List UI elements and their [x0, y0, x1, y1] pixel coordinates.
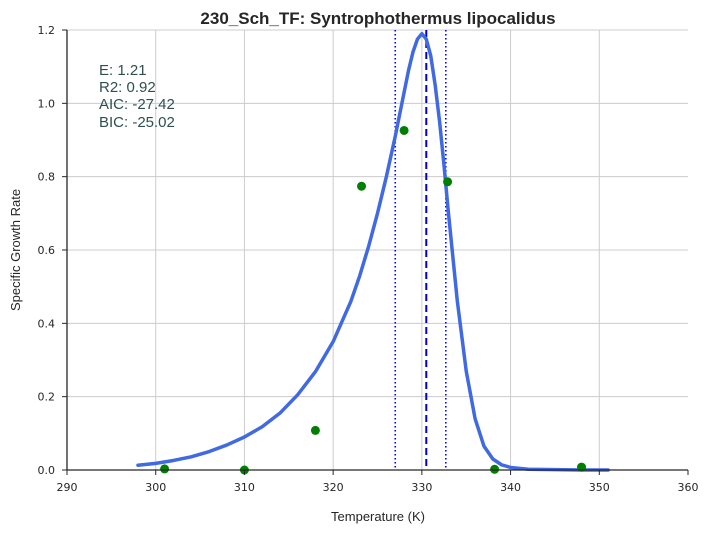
- observed-points: [160, 125, 587, 475]
- data-point: [310, 425, 320, 435]
- data-point: [399, 125, 409, 135]
- data-point: [577, 462, 587, 472]
- data-point: [443, 177, 453, 187]
- x-tick-label: 340: [500, 481, 521, 494]
- y-axis-label: Specific Growth Rate: [8, 189, 23, 311]
- x-tick-labels: 290 300 310 320 330 340 350 360: [57, 481, 699, 494]
- axes: [62, 29, 689, 475]
- y-tick-label: 0.8: [38, 171, 56, 184]
- x-tick-label: 290: [57, 481, 78, 494]
- data-point: [490, 464, 500, 474]
- annotation-e: E: 1.21: [99, 62, 147, 79]
- chart-title: 230_Sch_TF: Syntrophothermus lipocalidus: [200, 9, 555, 28]
- x-axis-label: Temperature (K): [331, 509, 425, 524]
- annotation-bic: BIC: -25.02: [99, 114, 175, 131]
- y-tick-label: 0.4: [38, 317, 56, 330]
- x-tick-label: 310: [234, 481, 255, 494]
- grid-lines: [67, 29, 688, 470]
- annotation-aic: AIC: -27.42: [99, 96, 175, 113]
- data-point: [357, 181, 367, 191]
- x-tick-label: 350: [589, 481, 610, 494]
- annotation-r2: R2: 0.92: [99, 79, 156, 96]
- y-tick-label: 0.2: [38, 391, 56, 404]
- y-tick-label: 1.2: [38, 24, 56, 37]
- fit-statistics: E: 1.21 R2: 0.92 AIC: -27.42 BIC: -25.02: [99, 62, 175, 131]
- fitted-curve-line: [136, 31, 610, 472]
- y-tick-label: 0.6: [38, 244, 56, 257]
- y-tick-label: 1.0: [38, 97, 56, 110]
- fitted-curve-layer: [136, 31, 610, 472]
- reference-lines: [394, 30, 447, 470]
- x-tick-label: 330: [411, 481, 432, 494]
- x-tick-label: 360: [678, 481, 699, 494]
- y-tick-labels: 0.0 0.2 0.4 0.6 0.8 1.0 1.2: [38, 24, 56, 477]
- data-point: [160, 464, 170, 474]
- x-tick-label: 300: [145, 481, 166, 494]
- x-tick-label: 320: [323, 481, 344, 494]
- y-tick-label: 0.0: [38, 464, 56, 477]
